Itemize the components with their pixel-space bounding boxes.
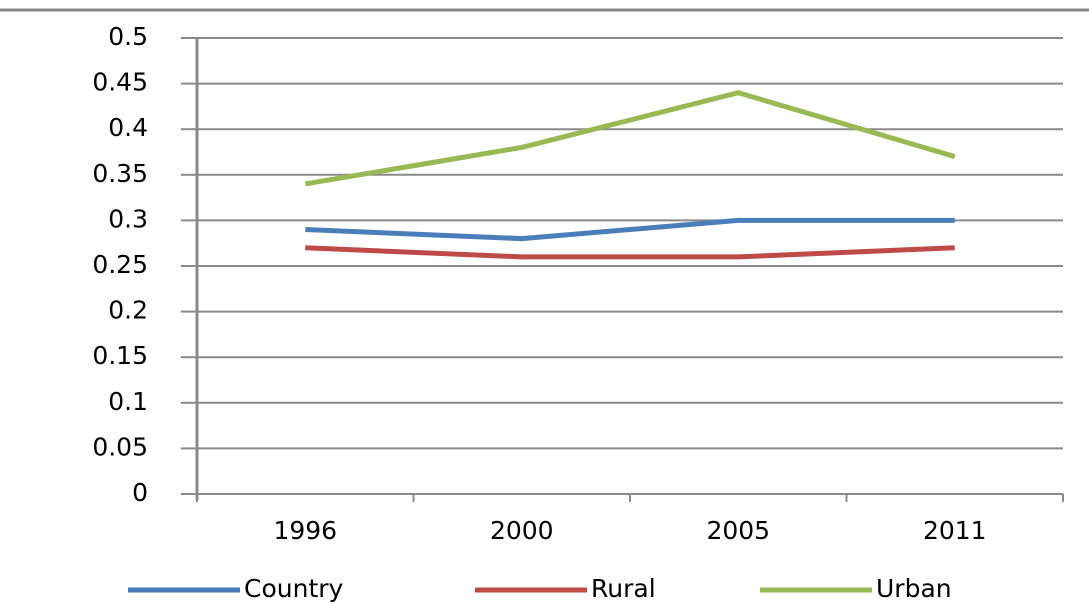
x-tick-label: 2000 bbox=[490, 516, 554, 545]
y-tick-label: 0.45 bbox=[92, 68, 148, 97]
legend-label: Urban bbox=[876, 574, 952, 603]
series-line bbox=[305, 217, 955, 242]
y-tick-label: 0.2 bbox=[108, 296, 148, 325]
y-tick-label: 0.4 bbox=[108, 113, 148, 142]
y-tick-label: 0.5 bbox=[108, 22, 148, 51]
y-tick-label: 0.25 bbox=[92, 250, 148, 279]
series-line bbox=[305, 245, 955, 260]
y-tick-label: 0.15 bbox=[92, 341, 148, 370]
y-tick-label: 0.3 bbox=[108, 204, 148, 233]
y-tick-label: 0.05 bbox=[92, 432, 148, 461]
x-tick-label: 2011 bbox=[923, 516, 987, 545]
x-tick-label: 2005 bbox=[706, 516, 770, 545]
x-tick-label: 1996 bbox=[273, 516, 337, 545]
legend-label: Rural bbox=[591, 574, 656, 603]
y-tick-label: 0 bbox=[132, 478, 148, 507]
y-tick-label: 0.35 bbox=[92, 159, 148, 188]
legend-label: Country bbox=[244, 574, 344, 603]
series-line bbox=[304, 90, 956, 187]
y-tick-label: 0.1 bbox=[108, 387, 148, 416]
